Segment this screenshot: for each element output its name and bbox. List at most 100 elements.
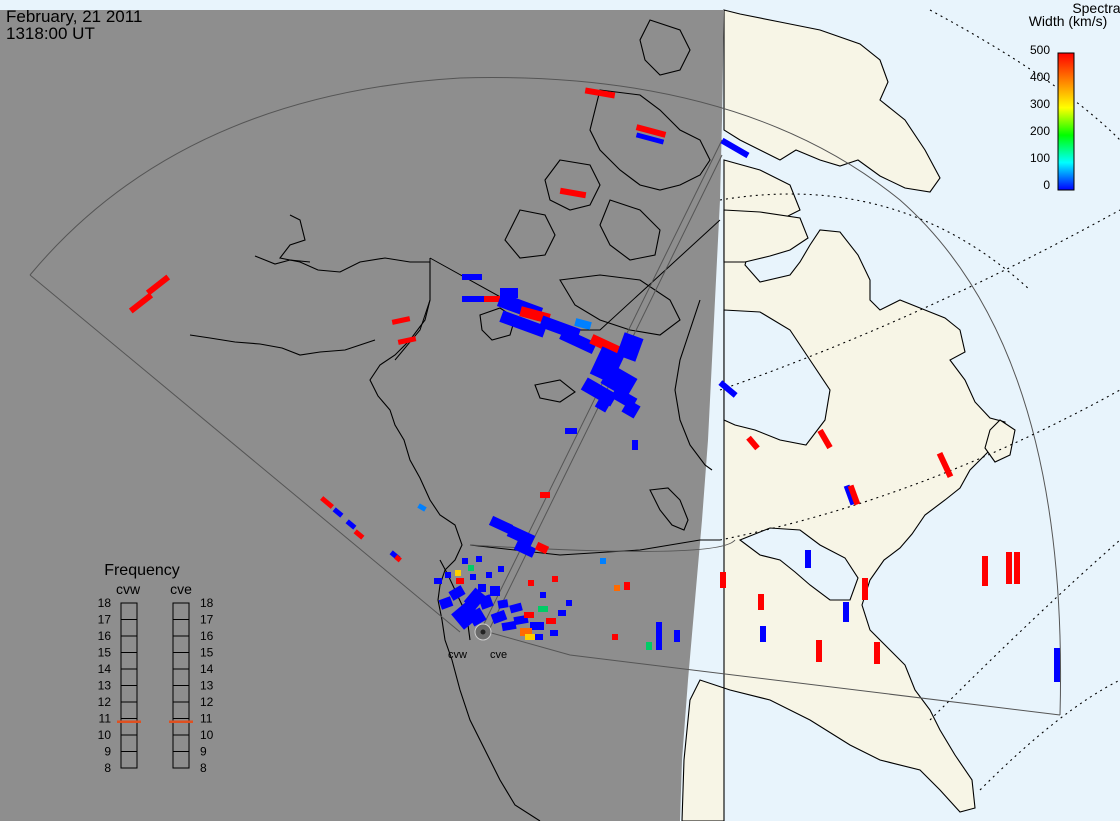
radar-cell — [448, 585, 466, 601]
colorbar-gradient — [1057, 52, 1075, 191]
radar-cell — [550, 630, 558, 636]
radar-cell — [559, 187, 587, 199]
frequency-tick-cve: 18 — [200, 596, 214, 610]
radar-cell — [552, 576, 558, 582]
radar-cell — [632, 440, 638, 450]
baffin-island-landmass — [723, 209, 809, 263]
frequency-tick-cve: 13 — [200, 679, 214, 693]
colorbar-title-line2: Width (km/s) — [1029, 13, 1108, 29]
arctic-island-5 — [639, 19, 691, 76]
frequency-tick-cve: 11 — [200, 712, 213, 726]
radar-cell — [525, 634, 535, 640]
radar-cell — [484, 296, 502, 302]
frequency-tick-cve: 9 — [200, 745, 207, 759]
day-land — [681, 9, 1016, 821]
radar-cell — [574, 318, 592, 330]
frequency-scale-cvw: 18 17 16 15 14 13 12 11 10 9 8 — [98, 596, 141, 775]
radar-cell — [445, 572, 451, 578]
radar-cell — [497, 599, 509, 609]
radar-cell — [468, 565, 474, 571]
great-lakes — [738, 527, 859, 601]
radar-cell — [488, 515, 514, 535]
radar-cell — [478, 584, 486, 592]
radar-cell — [320, 496, 334, 509]
latitude-grid — [719, 9, 1120, 791]
radar-cell — [397, 336, 417, 345]
radar-cell — [332, 507, 344, 518]
radar-cell — [718, 380, 738, 398]
colorbar-title-line1: Spectral — [1072, 0, 1120, 16]
greenland-landmass — [723, 9, 941, 193]
radar-cell — [546, 618, 556, 624]
colorbar-tick-200: 200 — [1030, 124, 1050, 138]
radar-cell — [345, 519, 357, 530]
radar-cell — [635, 124, 667, 138]
newfoundland-landmass — [984, 419, 1016, 463]
radar-cell — [817, 428, 833, 450]
radar-cell — [438, 596, 454, 610]
radar-cell — [467, 607, 487, 627]
frequency-tick-cvw: 18 — [98, 596, 112, 610]
colorbar-tick-400: 400 — [1030, 70, 1050, 84]
frequency-label-cve: cve — [170, 581, 192, 597]
radar-cell — [1006, 552, 1012, 584]
fov-left-edge — [29, 274, 461, 633]
great-bear-lake — [479, 307, 516, 341]
radar-cell — [501, 620, 517, 632]
radar-cell — [720, 572, 726, 588]
radar-cell — [862, 578, 868, 600]
radar-cell — [936, 451, 954, 479]
radar-label-cvw: cvw — [448, 649, 467, 661]
lat-circle-2 — [719, 193, 1031, 291]
frequency-tick-cvw: 10 — [98, 728, 112, 742]
alaska-north — [254, 255, 311, 265]
radar-cell — [513, 540, 537, 558]
lat-circle-6 — [979, 679, 1120, 791]
radar-cell — [353, 529, 365, 540]
frequency-label-cvw: cvw — [116, 581, 141, 597]
radar-cell — [816, 640, 822, 662]
radar-cell — [589, 334, 621, 356]
radar-cell — [1054, 648, 1060, 682]
radar-scatter — [128, 87, 1060, 682]
radar-label-cve: cve — [490, 649, 507, 661]
radar-cell — [614, 585, 620, 591]
colorbar-tick-0: 0 — [1043, 178, 1050, 192]
radar-cell — [584, 87, 616, 99]
radar-cell — [600, 558, 606, 564]
frequency-tick-cvw: 13 — [98, 679, 112, 693]
radar-cell — [498, 566, 504, 572]
lat-circle-4 — [719, 389, 1120, 541]
frequency-tick-cvw: 17 — [98, 613, 112, 627]
colorbar-tick-100: 100 — [1030, 151, 1050, 165]
night-shadow — [0, 10, 724, 821]
radar-cell — [476, 556, 482, 562]
radar-cell — [490, 586, 500, 596]
frequency-tick-cvw: 11 — [99, 712, 112, 726]
frequency-tick-cve: 10 — [200, 728, 214, 742]
night-land — [189, 19, 721, 821]
radar-cell — [540, 492, 550, 498]
radar-cell — [566, 600, 572, 606]
radar-cell — [145, 274, 171, 296]
radar-cell — [462, 296, 484, 302]
arctic-island-2 — [544, 159, 601, 211]
radar-cell — [559, 327, 597, 355]
hudson-bay-west-shore — [674, 299, 713, 471]
radar-cell — [580, 377, 618, 407]
frequency-tick-cvw: 16 — [98, 629, 112, 643]
radar-cell — [535, 634, 543, 640]
frequency-title: Frequency — [104, 562, 180, 579]
radar-cell — [600, 363, 638, 399]
lake-winnipeg — [649, 487, 689, 531]
radar-cell — [490, 609, 508, 625]
radar-cell — [500, 288, 518, 298]
frequency-tick-cvw: 12 — [98, 695, 112, 709]
radar-cell — [594, 399, 610, 413]
radar-cell — [805, 550, 811, 568]
frequency-scale-cve: 18 17 16 15 14 13 12 11 10 9 8 — [169, 596, 214, 775]
radar-cell — [463, 587, 487, 611]
radar-cell — [509, 602, 523, 614]
